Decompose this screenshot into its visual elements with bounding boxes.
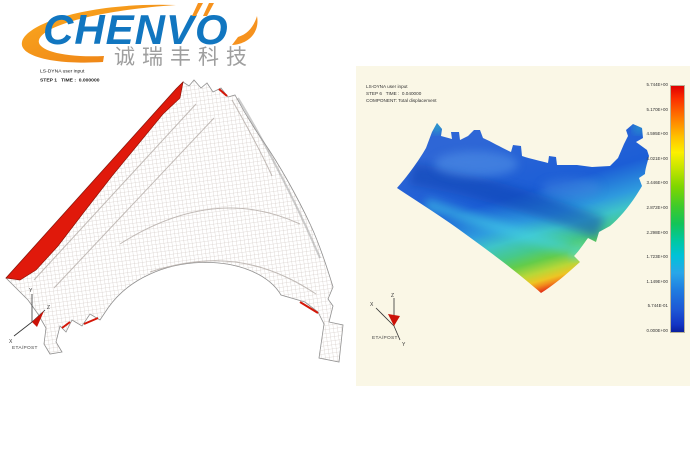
colorbar-tick-label: 3.446E+00	[646, 180, 668, 186]
fender-flange-line	[237, 97, 321, 259]
fender-contour-image	[397, 123, 649, 293]
contour-software-label: ETA/POST	[372, 335, 398, 341]
colorbar-tick-label: 2.298E+00	[646, 229, 668, 235]
colorbar-tick-label: 5.744E-01	[647, 303, 668, 309]
colorbar-tick-label: 5.744E+00	[646, 82, 668, 87]
contour-cyan-band	[424, 198, 586, 260]
mesh-header-step: STEP 1 TIME : 0.000000	[40, 77, 100, 83]
colorbar-labels: 5.744E+00 5.170E+00 4.595E+00 4.021E+00 3.44…	[624, 82, 668, 334]
logo-o-accent-icon	[232, 16, 258, 45]
fender-red-band	[5, 80, 184, 281]
logo-tick-icon	[192, 3, 203, 16]
contour-axis-triad-icon: Z X Y	[370, 293, 406, 348]
axis-label-down: Y	[402, 342, 406, 348]
triad-arrow-icon	[388, 314, 400, 326]
axis-label-right: Z	[47, 305, 50, 311]
contour-header-component: COMPONENT: Total displacement	[366, 98, 437, 104]
fender-mesh-image	[5, 79, 344, 363]
mesh-axis-triad-icon: Y X Z	[9, 288, 50, 345]
mesh-header-title: LS-DYNA user input	[40, 68, 85, 74]
colorbar-tick-label: 2.872E+00	[646, 205, 668, 210]
logo-tick-icon	[203, 3, 214, 16]
fender-mesh-grid	[6, 80, 343, 362]
logo-graphic: CHENVO 诚瑞丰科技	[21, 3, 258, 69]
axis-label-left: X	[9, 339, 13, 345]
logo-subtitle-text: 诚瑞丰科技	[114, 46, 254, 69]
colorbar-tick-label: 1.723E+00	[646, 254, 668, 260]
fringe-colorbar	[670, 85, 685, 333]
mesh-software-label: ETA/POST	[12, 345, 38, 351]
colorbar-tick-label: 1.149E+00	[646, 278, 668, 284]
colorbar-tick-label: 4.595E+00	[646, 131, 668, 137]
colorbar-tick-label: 5.170E+00	[646, 106, 668, 112]
colorbar-tick-label: 0.000E+00	[646, 328, 668, 333]
contour-header-step: STEP 6 TIME : 0.040000	[366, 91, 422, 97]
contour-teal-spot	[431, 123, 443, 132]
fender-crease-lines	[33, 99, 317, 295]
axis-label-up: Z	[391, 293, 394, 299]
axis-label-left: X	[370, 302, 374, 308]
contour-light-patch	[434, 151, 518, 177]
mesh-viewport: LS-DYNA user input STEP 1 TIME : 0.00000…	[0, 56, 356, 396]
fender-red-marks	[61, 88, 319, 329]
contour-viewport: LS-DYNA user input STEP 6 TIME : 0.04000…	[356, 66, 690, 386]
company-logo: CHENVO 诚瑞丰科技	[6, 0, 276, 70]
colorbar-tick-label: 4.021E+00	[646, 155, 668, 161]
triad-arrow-icon	[32, 311, 44, 327]
contour-dark-band	[409, 163, 605, 239]
contour-light-patch	[541, 178, 601, 198]
contour-header-title: LS-DYNA user input	[366, 84, 408, 90]
logo-swoosh-icon	[21, 4, 176, 63]
axis-label-up: Y	[29, 288, 33, 294]
